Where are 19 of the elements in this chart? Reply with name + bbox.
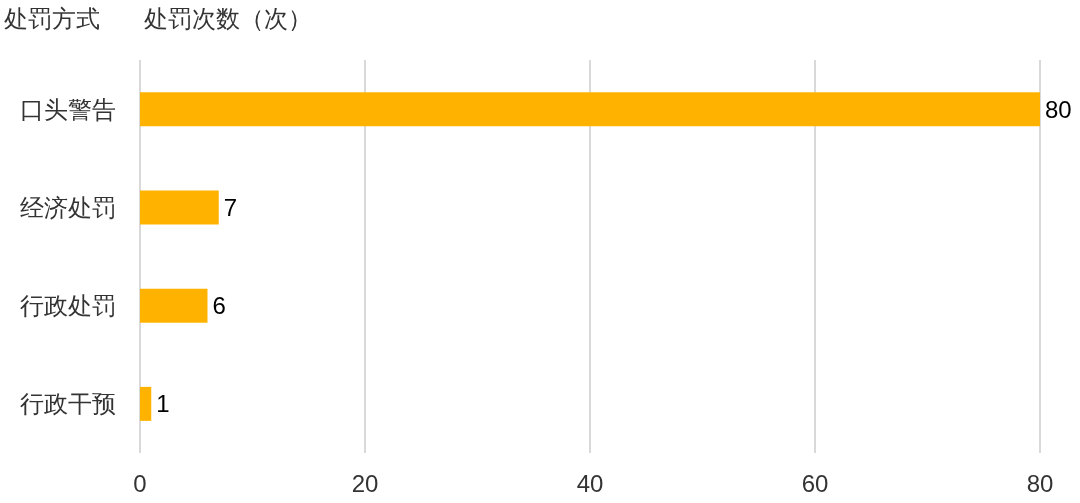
data-label: 6 — [212, 292, 226, 320]
x-axis-title: 处罚次数（次） — [144, 4, 312, 32]
x-tick-label: 0 — [133, 469, 147, 497]
x-tick-label: 40 — [576, 469, 604, 497]
y-tick-label: 行政处罚 — [20, 292, 116, 320]
bar — [140, 92, 1040, 127]
y-tick-label: 经济处罚 — [20, 193, 116, 221]
data-label: 7 — [223, 193, 238, 221]
x-tick-label: 20 — [351, 469, 379, 497]
data-label: 80 — [1045, 95, 1072, 123]
bar — [140, 288, 208, 323]
x-tick-label: 80 — [1026, 469, 1054, 497]
x-tick-label: 60 — [801, 469, 829, 497]
bar — [140, 386, 152, 421]
y-tick-label: 行政干预 — [20, 390, 116, 418]
y-axis-title: 处罚方式 — [4, 4, 100, 32]
y-tick-label: 口头警告 — [20, 95, 116, 123]
data-label: 1 — [156, 390, 170, 418]
bar — [140, 190, 219, 225]
